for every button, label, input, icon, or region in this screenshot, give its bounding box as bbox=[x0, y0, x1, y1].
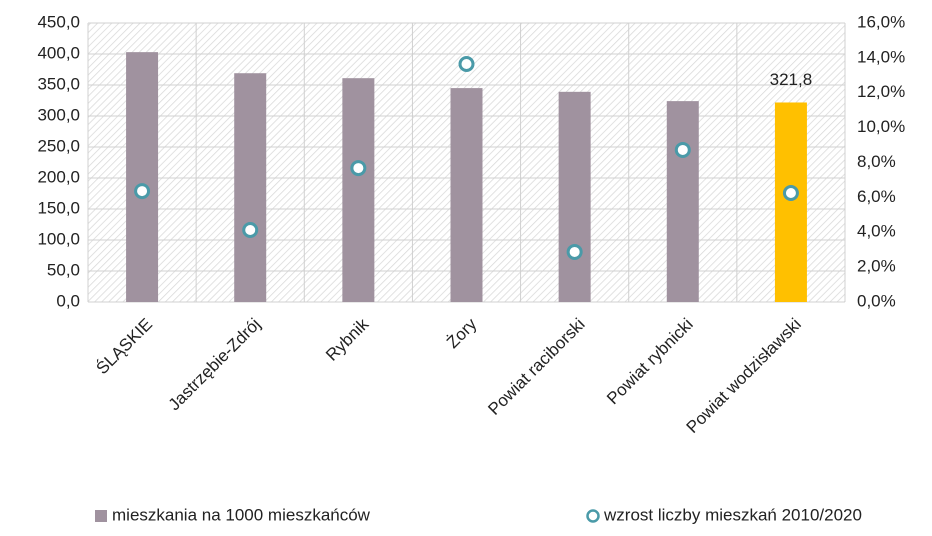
y-tick-label: 0,0 bbox=[56, 291, 80, 310]
legend-swatch bbox=[586, 509, 600, 523]
marker bbox=[674, 141, 691, 158]
marker bbox=[350, 160, 367, 177]
y-tick-label: 50,0 bbox=[47, 260, 80, 279]
legend-label: wzrost liczby mieszkań 2010/2020 bbox=[603, 505, 862, 524]
y-tick-label: 250,0 bbox=[37, 136, 80, 155]
y2-tick-label: 4,0% bbox=[857, 222, 896, 241]
bar bbox=[126, 52, 159, 302]
x-tick-label: Jastrzębie-Zdrój bbox=[165, 315, 265, 415]
y-tick-label: 100,0 bbox=[37, 229, 80, 248]
bar bbox=[234, 73, 267, 302]
y2-tick-label: 14,0% bbox=[857, 47, 905, 66]
bar bbox=[666, 101, 699, 303]
y-tick-label: 450,0 bbox=[37, 12, 80, 31]
data-label: 321,8 bbox=[770, 70, 813, 89]
bar bbox=[450, 88, 483, 302]
bar bbox=[774, 102, 807, 302]
bar bbox=[558, 91, 591, 302]
bar bbox=[342, 78, 375, 303]
marker bbox=[782, 185, 799, 202]
legend-swatch bbox=[95, 510, 107, 522]
y-tick-label: 150,0 bbox=[37, 198, 80, 217]
x-tick-label: ŚLĄSKIE bbox=[93, 315, 157, 379]
marker bbox=[134, 183, 151, 200]
x-tick-label: Żory bbox=[443, 314, 481, 352]
y2-tick-label: 2,0% bbox=[857, 257, 896, 276]
y-tick-label: 300,0 bbox=[37, 105, 80, 124]
y2-tick-label: 10,0% bbox=[857, 117, 905, 136]
legend-label: mieszkania na 1000 mieszkańców bbox=[112, 505, 371, 524]
y2-tick-label: 0,0% bbox=[857, 291, 896, 310]
x-tick-label: Rybnik bbox=[322, 314, 373, 365]
x-tick-label: Powiat raciborski bbox=[484, 315, 588, 419]
y2-tick-label: 6,0% bbox=[857, 187, 896, 206]
marker bbox=[458, 55, 475, 72]
x-tick-label: Powiat wodzisławski bbox=[683, 315, 805, 437]
y-tick-label: 350,0 bbox=[37, 74, 80, 93]
y2-tick-label: 16,0% bbox=[857, 12, 905, 31]
y-tick-label: 400,0 bbox=[37, 43, 80, 62]
y-tick-label: 200,0 bbox=[37, 167, 80, 186]
y2-tick-label: 8,0% bbox=[857, 152, 896, 171]
marker bbox=[242, 221, 259, 238]
x-tick-label: Powiat rybnicki bbox=[603, 315, 697, 409]
y2-tick-label: 12,0% bbox=[857, 82, 905, 101]
marker bbox=[566, 243, 583, 260]
